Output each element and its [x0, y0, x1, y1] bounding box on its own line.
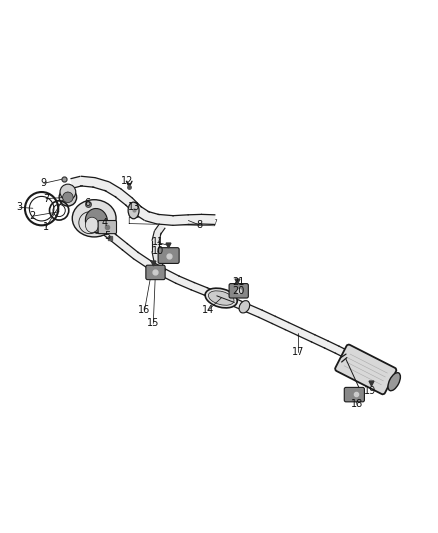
- Polygon shape: [272, 317, 289, 329]
- Ellipse shape: [208, 291, 234, 305]
- Text: 19: 19: [364, 386, 376, 397]
- Text: 11: 11: [152, 237, 164, 247]
- Polygon shape: [155, 224, 165, 235]
- FancyBboxPatch shape: [158, 248, 179, 263]
- Text: 10: 10: [152, 246, 164, 256]
- Text: 6: 6: [85, 198, 91, 208]
- Polygon shape: [259, 310, 276, 324]
- Text: 18: 18: [351, 399, 363, 409]
- FancyBboxPatch shape: [344, 387, 364, 402]
- Polygon shape: [157, 214, 173, 225]
- Text: 2: 2: [30, 211, 36, 221]
- Text: 14: 14: [202, 305, 214, 316]
- Polygon shape: [285, 322, 302, 336]
- Polygon shape: [246, 304, 262, 318]
- Polygon shape: [147, 261, 164, 275]
- Polygon shape: [155, 261, 165, 273]
- Text: 17: 17: [292, 347, 304, 357]
- Polygon shape: [152, 231, 161, 242]
- Polygon shape: [135, 206, 149, 220]
- Circle shape: [60, 184, 76, 200]
- Polygon shape: [188, 214, 201, 224]
- Circle shape: [59, 189, 77, 206]
- Polygon shape: [176, 276, 194, 290]
- Polygon shape: [81, 176, 95, 187]
- FancyBboxPatch shape: [98, 221, 117, 233]
- Polygon shape: [325, 341, 339, 353]
- Polygon shape: [160, 268, 179, 283]
- Polygon shape: [213, 293, 217, 298]
- Polygon shape: [126, 198, 141, 214]
- Polygon shape: [105, 182, 121, 197]
- Polygon shape: [201, 214, 215, 224]
- Polygon shape: [205, 288, 218, 300]
- Text: 1: 1: [43, 222, 49, 232]
- Polygon shape: [191, 282, 207, 295]
- Polygon shape: [298, 329, 315, 342]
- Polygon shape: [100, 226, 117, 241]
- Text: 7: 7: [43, 193, 49, 204]
- FancyBboxPatch shape: [146, 265, 165, 280]
- Polygon shape: [89, 217, 106, 232]
- Ellipse shape: [72, 200, 116, 237]
- Polygon shape: [173, 215, 189, 225]
- Text: 21: 21: [233, 277, 245, 287]
- Text: 15: 15: [147, 318, 159, 328]
- Polygon shape: [122, 244, 138, 259]
- Polygon shape: [93, 178, 109, 191]
- FancyBboxPatch shape: [335, 344, 396, 394]
- Circle shape: [63, 192, 73, 203]
- Text: 9: 9: [41, 178, 47, 188]
- Polygon shape: [145, 212, 159, 224]
- Text: 4: 4: [102, 217, 108, 228]
- Text: 3: 3: [17, 203, 23, 212]
- Ellipse shape: [205, 288, 237, 308]
- Polygon shape: [152, 241, 159, 251]
- Polygon shape: [71, 176, 82, 188]
- Polygon shape: [208, 293, 214, 299]
- Text: 8: 8: [196, 220, 202, 230]
- Polygon shape: [152, 251, 161, 263]
- Text: 12: 12: [121, 176, 133, 186]
- Ellipse shape: [85, 217, 99, 232]
- Polygon shape: [111, 235, 127, 250]
- Polygon shape: [115, 189, 132, 205]
- Polygon shape: [78, 209, 95, 223]
- Polygon shape: [336, 346, 348, 358]
- Polygon shape: [233, 299, 249, 312]
- Text: 20: 20: [233, 286, 245, 296]
- Text: 16: 16: [138, 305, 151, 316]
- Ellipse shape: [388, 373, 400, 391]
- Ellipse shape: [85, 208, 107, 232]
- Text: 13: 13: [127, 203, 140, 212]
- Text: 5: 5: [104, 231, 110, 241]
- Ellipse shape: [239, 301, 250, 313]
- FancyBboxPatch shape: [229, 284, 248, 298]
- Polygon shape: [134, 252, 151, 268]
- Ellipse shape: [128, 202, 139, 219]
- Polygon shape: [311, 335, 328, 348]
